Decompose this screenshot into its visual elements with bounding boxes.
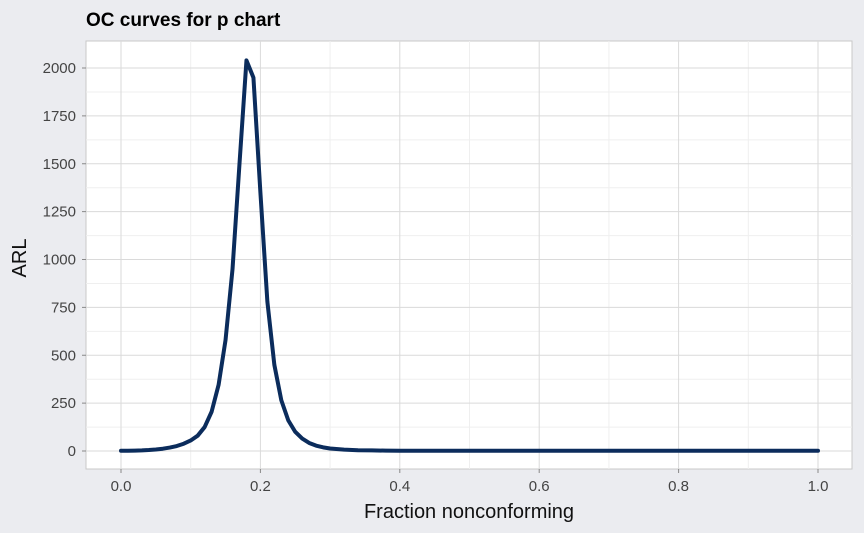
y-tick-label: 2000 xyxy=(43,60,76,77)
minor-gridlines xyxy=(86,41,852,469)
y-tick-label: 1000 xyxy=(43,252,76,269)
y-tick-label: 1500 xyxy=(43,156,76,173)
y-tick-label: 750 xyxy=(51,299,76,316)
x-tick-label: 0.6 xyxy=(529,478,550,495)
arl-curve-line xyxy=(119,58,820,453)
x-tick-label: 0.8 xyxy=(668,478,689,495)
chart-title: OC curves for p chart xyxy=(86,10,281,31)
y-tick-label: 1750 xyxy=(43,108,76,125)
y-axis-title: ARL xyxy=(9,239,31,278)
x-tick-label: 0.4 xyxy=(389,478,410,495)
x-axis-ticks: 0.0 0.2 0.4 0.6 0.8 1.0 xyxy=(111,469,829,495)
x-tick-label: 1.0 xyxy=(808,478,829,495)
y-axis-ticks: 0 250 500 750 1000 1250 1500 1750 2000 xyxy=(43,60,86,460)
x-tick-label: 0.2 xyxy=(250,478,271,495)
x-tick-label: 0.0 xyxy=(111,478,132,495)
y-tick-label: 1250 xyxy=(43,204,76,221)
y-tick-label: 250 xyxy=(51,395,76,412)
y-tick-label: 500 xyxy=(51,347,76,364)
y-tick-label: 0 xyxy=(68,443,76,460)
series-layer xyxy=(119,58,820,453)
x-axis-title: Fraction nonconforming xyxy=(364,501,574,523)
